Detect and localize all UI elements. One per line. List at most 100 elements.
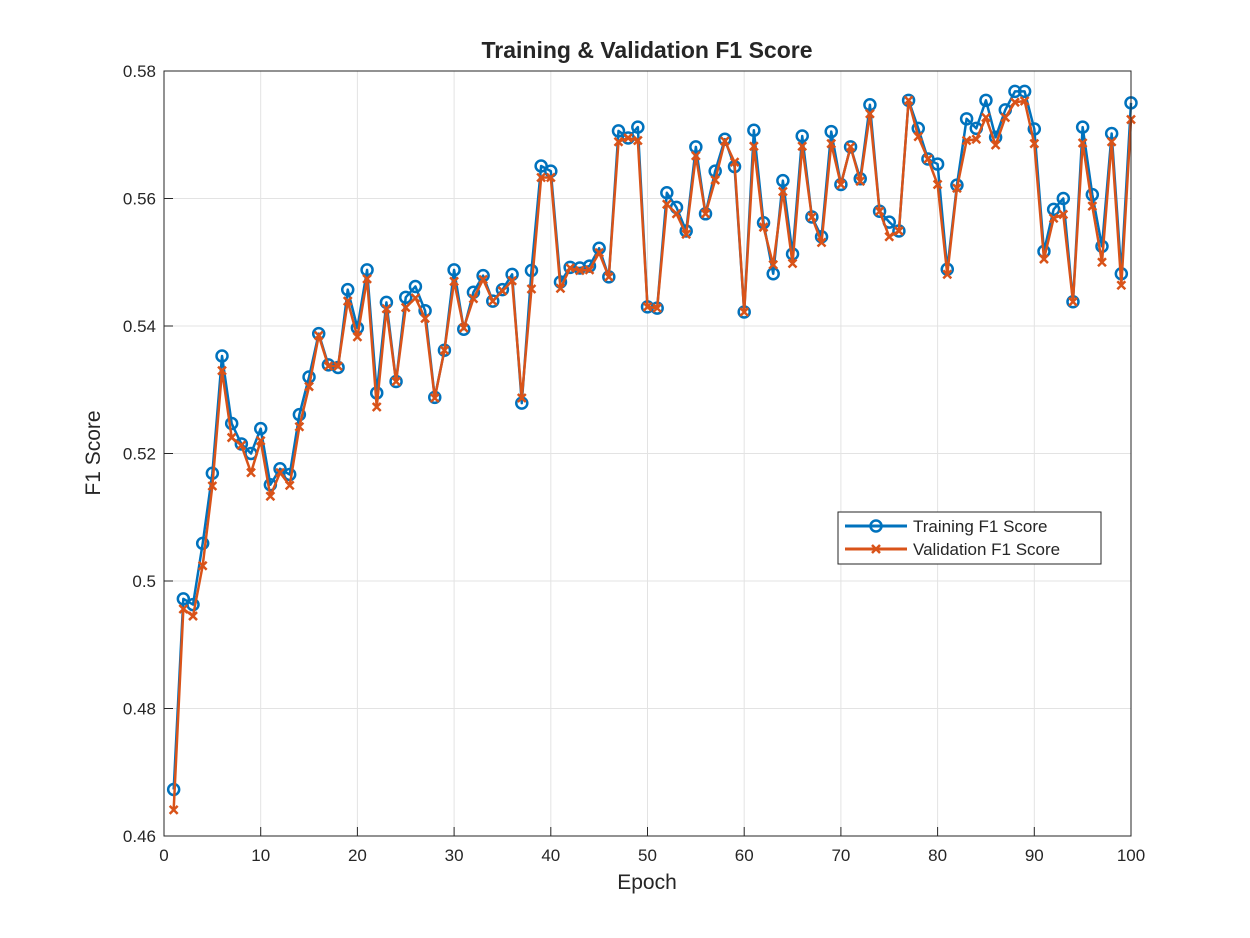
validation-point [826,138,837,149]
validation-point [632,135,643,146]
training-point [1075,120,1090,134]
legend-marker-validation [871,544,881,554]
validation-point [807,212,817,222]
validation-point [594,247,605,258]
validation-point [816,237,827,248]
validation-point [381,303,392,314]
validation-point [1087,201,1098,212]
training-point [824,124,838,139]
legend-marker-training [869,519,883,533]
validation-point [642,301,653,312]
validation-point [178,604,189,614]
validation-point [836,179,846,190]
validation-point [913,131,924,142]
validation-point [236,440,247,451]
validation-point [255,435,266,446]
training-point [766,266,780,281]
y-tick-label: 0.46 [123,827,156,846]
y-tick-label: 0.48 [123,700,156,719]
y-tick-label: 0.5 [132,572,156,591]
x-tick-label: 60 [735,846,754,865]
validation-point [458,323,469,333]
validation-point [323,361,334,372]
validation-point [400,302,411,313]
validation-point [923,154,933,164]
validation-point [1000,112,1011,123]
y-tick-label: 0.52 [123,445,156,464]
validation-point [371,402,382,412]
validation-point [545,172,556,183]
validation-point [729,157,740,168]
training-point [959,112,974,126]
training-point [843,140,858,154]
validation-point [623,133,634,143]
validation-point [555,283,566,294]
x-tick-label: 20 [348,846,367,865]
validation-point [1029,138,1040,149]
training-point [979,93,993,108]
validation-point [1097,257,1107,268]
validation-point [410,293,421,303]
validation-point [671,208,682,219]
y-axis-label: F1 Score [82,410,105,495]
validation-point [275,467,285,478]
training-point [360,263,374,277]
training-point [834,177,848,192]
validation-point [352,331,363,342]
validation-point [894,226,904,236]
training-point [399,290,413,305]
validation-point [942,269,953,280]
training-point [1104,126,1119,141]
validation-point [1039,254,1049,264]
validation-point [1106,136,1117,147]
y-tick-label: 0.54 [123,317,156,336]
validation-point [207,481,218,491]
validation-point [294,421,305,432]
training-point [447,263,461,277]
validation-point [787,258,798,269]
training-point [215,349,229,363]
validation-point [265,491,276,502]
validation-point [217,365,227,376]
validation-point [1019,96,1030,106]
validation-point [449,276,459,287]
validation-point [468,293,479,304]
validation-point [497,286,508,296]
validation-point [845,141,856,152]
chart-title: Training & Validation F1 Score [481,37,812,63]
training-point [611,124,626,138]
training-point [631,120,645,134]
series-validation [168,95,1136,815]
training-point [795,129,809,143]
validation-point [1077,138,1088,148]
validation-point [226,432,237,443]
validation-point [971,134,982,145]
validation-point [1116,280,1127,291]
validation-point [710,175,721,185]
x-tick-label: 100 [1117,846,1145,865]
validation-point [188,611,198,621]
training-point [176,592,191,606]
legend: Training F1 Score Validation F1 Score [837,511,1102,565]
validation-point [613,136,624,147]
training-point [253,421,268,436]
validation-point [797,141,808,152]
validation-point [661,199,672,210]
validation-point [758,222,769,233]
validation-point [768,259,779,270]
x-tick-label: 40 [541,846,560,865]
validation-point [429,393,440,403]
validation-point [884,231,895,242]
training-point [1017,84,1032,99]
legend-label-validation: Validation F1 Score [913,540,1060,559]
validation-point [681,229,692,240]
validation-point [516,393,527,403]
training-point [863,98,877,112]
validation-point [748,141,759,152]
validation-point [574,265,585,276]
validation-point [981,112,991,123]
validation-point [362,273,372,284]
validation-point [1048,213,1059,224]
validation-point [487,296,498,307]
